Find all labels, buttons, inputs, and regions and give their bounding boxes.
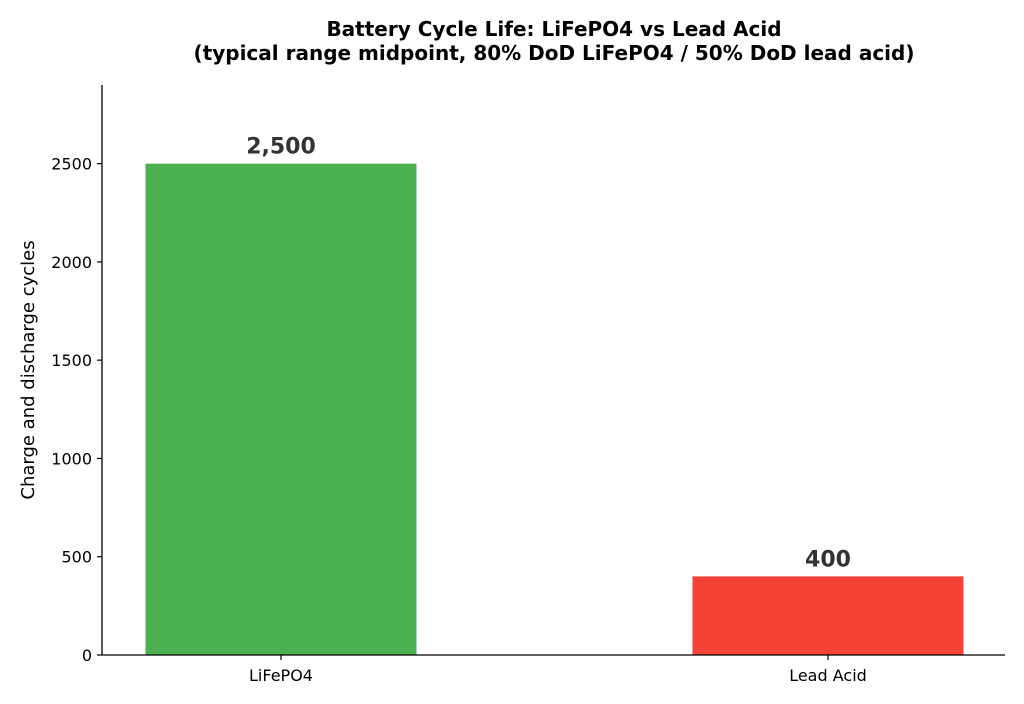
bar-lead-acid (692, 576, 964, 655)
data-label-lead-acid: 400 (805, 547, 851, 572)
bars-group (145, 163, 964, 655)
y-tick-label: 500 (61, 548, 92, 567)
chart-title: Battery Cycle Life: LiFePO4 vs Lead Acid (326, 17, 781, 41)
y-tick-label: 0 (82, 646, 92, 665)
bar-lifepo4 (145, 163, 417, 655)
y-tick-label: 1500 (51, 351, 92, 370)
data-label-lifepo4: 2,500 (246, 135, 316, 160)
y-tick-label: 2500 (51, 155, 92, 174)
y-tick-label: 1000 (51, 449, 92, 468)
y-ticks-group: 0 500 1000 1500 2000 2500 (51, 155, 102, 665)
y-axis-label: Charge and discharge cycles (18, 240, 39, 499)
x-tick-label: LiFePO4 (249, 666, 313, 685)
x-ticks-group: LiFePO4 Lead Acid (249, 655, 867, 685)
data-labels-group: 2,500 400 (246, 135, 851, 573)
y-tick-label: 2000 (51, 253, 92, 272)
chart-subtitle: (typical range midpoint, 80% DoD LiFePO4… (194, 41, 915, 65)
x-tick-label: Lead Acid (789, 666, 867, 685)
